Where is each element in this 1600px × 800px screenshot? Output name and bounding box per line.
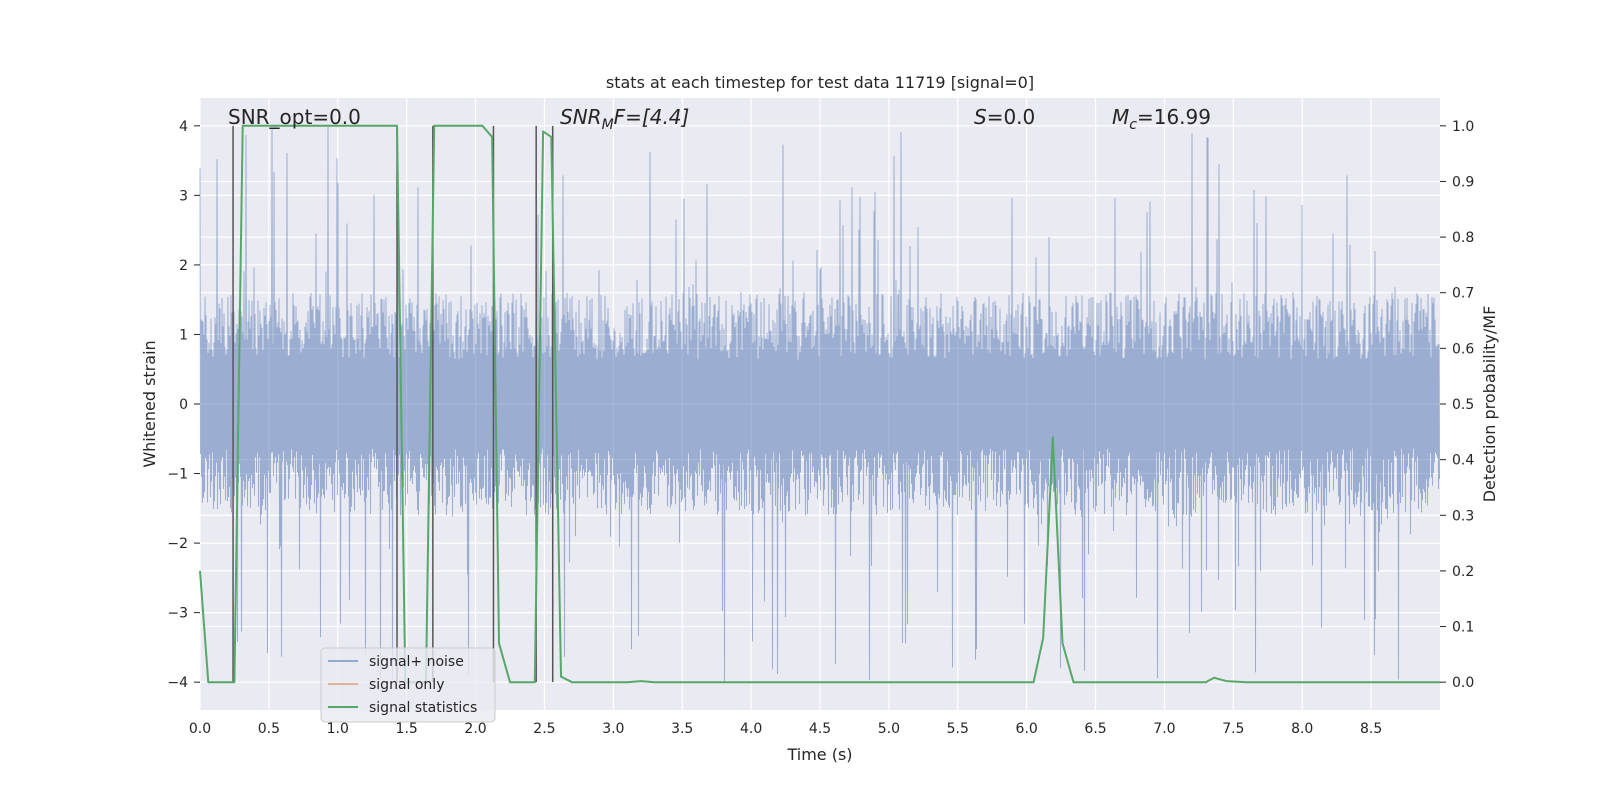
x-tick-label: 4.5 [809, 721, 831, 737]
y-axis-label-left: Whitened strain [140, 340, 159, 467]
x-tick-label: 1.5 [396, 721, 418, 737]
x-tick-label: 2.0 [464, 721, 486, 737]
mc-variable: M [1112, 105, 1129, 129]
snr-mf-annotation: SNRMF=[4.4] [560, 105, 689, 133]
x-tick-label: 7.0 [1153, 721, 1175, 737]
x-tick-label: 8.0 [1291, 721, 1313, 737]
x-tick-labels: 0.0 0.5 1.0 1.5 2.0 2.5 3.0 3.5 4.0 4.5 5.0 5.5 6.0 6… [189, 721, 1382, 737]
mc-subscript: c [1129, 117, 1137, 133]
y-tick-label-right: 0.1 [1452, 620, 1474, 636]
y-tick-label-right: 0.4 [1452, 453, 1474, 469]
y-tick-label-right: 0.9 [1452, 174, 1474, 190]
x-tick-label: 5.5 [947, 721, 969, 737]
y-tick-label: 0 [179, 397, 188, 413]
y-tick-label: 1 [179, 327, 188, 343]
x-tick-label: 0.0 [189, 721, 211, 737]
noise-trace [199, 126, 1440, 682]
y-tick-label-right: 0.8 [1452, 230, 1474, 246]
snr-mf-main: SNR [560, 105, 602, 129]
s-value: =0.0 [987, 105, 1036, 129]
legend-label-noise: signal+ noise [369, 654, 464, 670]
chart-title: stats at each timestep for test data 117… [606, 73, 1034, 92]
x-tick-label: 0.5 [258, 721, 280, 737]
y-tick-labels-right: 0.0 0.1 0.2 0.3 0.4 0.5 0.6 0.7 0.8 0.9 1.0 [1440, 119, 1474, 691]
x-axis-label: Time (s) [786, 745, 852, 764]
statistics-line [199, 124, 1440, 684]
x-tick-label: 6.0 [1016, 721, 1038, 737]
mc-value: =16.99 [1137, 105, 1211, 129]
snr-mf-subscript: M [602, 117, 614, 133]
y-tick-label: 4 [179, 119, 188, 135]
x-tick-label: 1.0 [327, 721, 349, 737]
x-tick-label: 4.0 [740, 721, 762, 737]
y-tick-label: −2 [167, 536, 188, 552]
y-tick-label-right: 0.5 [1452, 397, 1474, 413]
s-annotation: S=0.0 [974, 105, 1035, 129]
y-axis-label-right: Detection probability/MF [1480, 306, 1499, 503]
x-tick-label: 3.0 [602, 721, 624, 737]
x-tick-label: 3.5 [671, 721, 693, 737]
y-tick-label-right: 0.2 [1452, 564, 1474, 580]
legend: signal+ noise signal only signal statist… [320, 647, 496, 723]
x-tick-label: 8.5 [1360, 721, 1382, 737]
y-tick-label-right: 0.3 [1452, 508, 1474, 524]
y-tick-label: 3 [179, 188, 188, 204]
y-tick-label: −1 [167, 467, 188, 483]
x-tick-label: 2.5 [533, 721, 555, 737]
y-tick-label-right: 0.7 [1452, 286, 1474, 302]
y-tick-label: −3 [167, 606, 188, 622]
y-tick-label: 2 [179, 258, 188, 274]
y-tick-label-right: 0.0 [1452, 675, 1474, 691]
legend-box [320, 647, 496, 723]
mc-annotation: Mc=16.99 [1112, 105, 1211, 133]
y-tick-label: −4 [167, 675, 188, 691]
snr-opt-annotation: SNR_opt=0.0 [228, 105, 361, 129]
x-tick-label: 6.5 [1084, 721, 1106, 737]
y-tick-label-right: 1.0 [1452, 119, 1474, 135]
y-tick-label-right: 0.6 [1452, 341, 1474, 357]
x-tick-label: 7.5 [1222, 721, 1244, 737]
noise-series-line [199, 126, 1440, 682]
statistics-series-line [199, 124, 1440, 684]
y-tick-labels-left: −4 −3 −2 −1 0 1 2 3 4 [167, 119, 200, 691]
x-tick-label: 5.0 [878, 721, 900, 737]
legend-label-signal-only: signal only [369, 677, 444, 693]
s-variable: S [974, 105, 987, 129]
legend-label-statistics: signal statistics [369, 700, 477, 716]
snr-mf-rest: F=[4.4] [614, 105, 690, 129]
